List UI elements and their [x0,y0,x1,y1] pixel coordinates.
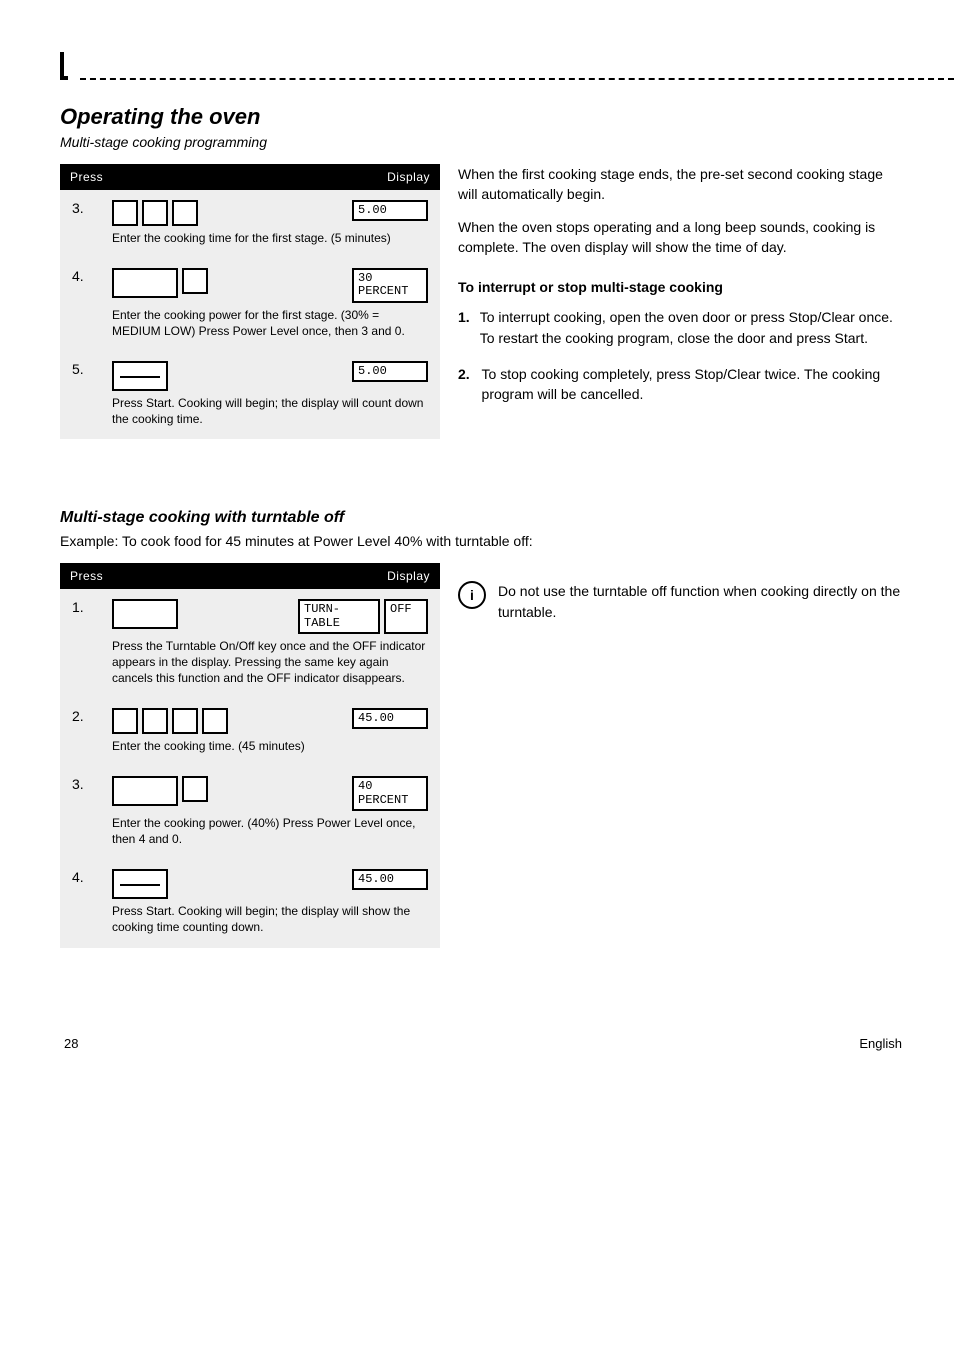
note-block: i Do not use the turntable off function … [458,581,906,622]
page-title: Operating the oven [60,104,906,130]
display-line1: 30 [358,271,372,285]
step-number: 4. [72,869,112,885]
panel-row: 3. 5.00 [60,190,440,230]
step-description: Enter the cooking time for the first sta… [60,230,440,258]
panel-row: 3. 40 PERCENT [60,766,440,814]
keypad-keys [112,708,272,734]
step-number: 1. [72,599,112,615]
keypad-keys [112,361,272,391]
panel-header-right: Display [387,164,430,190]
list-number: 1. [458,307,470,348]
list-text: To stop cooking completely, press Stop/C… [482,364,906,405]
start-key-icon[interactable] [112,361,168,391]
section-heading: Multi-stage cooking with turntable off [60,509,906,527]
power-level-key-icon[interactable] [112,268,178,298]
list-item: 1. To interrupt cooking, open the oven d… [458,307,906,348]
step-description: Press Start. Cooking will begin; the dis… [60,395,440,439]
keypad-keys [112,776,272,806]
digit-key-icon[interactable] [142,708,168,734]
page-footer: 28 English [60,1036,906,1051]
step-number: 3. [72,200,112,216]
digit-key-icon[interactable] [182,776,208,802]
step-number: 5. [72,361,112,377]
panel-row: 2. 45.00 [60,698,440,738]
panel-header-right: Display [387,563,430,589]
section-heading: To interrupt or stop multi-stage cooking [458,277,906,297]
note-icon: i [458,581,486,609]
start-key-icon[interactable] [112,869,168,899]
display-line2: PERCENT [358,284,408,298]
keypad-keys [112,599,272,629]
digit-key-icon[interactable] [202,708,228,734]
turntable-key-icon[interactable] [112,599,178,629]
list-item: 2. To stop cooking completely, press Sto… [458,364,906,405]
panel-row: 5. 5.00 [60,351,440,395]
display-readout: 30 PERCENT [352,268,428,302]
step-description: Enter the cooking power. (40%) Press Pow… [60,815,440,859]
digit-key-icon[interactable] [182,268,208,294]
display-readout: 5.00 [352,200,428,221]
display-readout: 45.00 [352,708,428,729]
step-number: 3. [72,776,112,792]
display-line1: TURN- [304,602,340,616]
keypad-keys [112,268,272,298]
page-corner-mark [60,52,68,80]
page-dash-rule [80,78,954,80]
display-readout: 5.00 [352,361,428,382]
power-level-key-icon[interactable] [112,776,178,806]
panel-stage1: Press Display 3. [60,164,440,439]
digit-key-icon[interactable] [172,708,198,734]
panel-header: Press Display [60,164,440,190]
page-subtitle: Multi-stage cooking programming [60,134,906,150]
numbered-list: 1. To interrupt cooking, open the oven d… [458,307,906,404]
keypad-keys [112,200,272,226]
body-text: When the first cooking stage ends, the p… [458,164,906,205]
list-number: 2. [458,364,472,405]
digit-key-icon[interactable] [142,200,168,226]
digit-key-icon[interactable] [112,708,138,734]
page-number: 28 [64,1036,78,1051]
note-text: Do not use the turntable off function wh… [498,581,906,622]
display-readout: TURN- TABLE [298,599,380,633]
footer-language: English [859,1036,902,1051]
display-readout: OFF [384,599,428,633]
panel-header: Press Display [60,563,440,589]
digit-key-icon[interactable] [172,200,198,226]
panel-turntable-off: Press Display 1. [60,563,440,947]
section-subtext: Example: To cook food for 45 minutes at … [60,533,906,549]
display-readout: 40 PERCENT [352,776,428,810]
step-description: Enter the cooking time. (45 minutes) [60,738,440,766]
panel-row: 4. 45.00 [60,859,440,903]
display-readout: 45.00 [352,869,428,890]
display-line2: TABLE [304,616,340,630]
step-description: Press Start. Cooking will begin; the dis… [60,903,440,947]
body-text: When the oven stops operating and a long… [458,217,906,258]
panel-header-left: Press [70,164,103,190]
display-line1: 40 [358,779,372,793]
display-line2: PERCENT [358,793,408,807]
panel-header-left: Press [70,563,103,589]
step-description: Enter the cooking power for the first st… [60,307,440,351]
keypad-keys [112,869,272,899]
panel-row: 1. TURN- TABLE [60,589,440,637]
digit-key-icon[interactable] [112,200,138,226]
list-text: To interrupt cooking, open the oven door… [480,307,906,348]
step-number: 2. [72,708,112,724]
panel-row: 4. 30 PERCENT [60,258,440,306]
step-number: 4. [72,268,112,284]
step-description: Press the Turntable On/Off key once and … [60,638,440,699]
